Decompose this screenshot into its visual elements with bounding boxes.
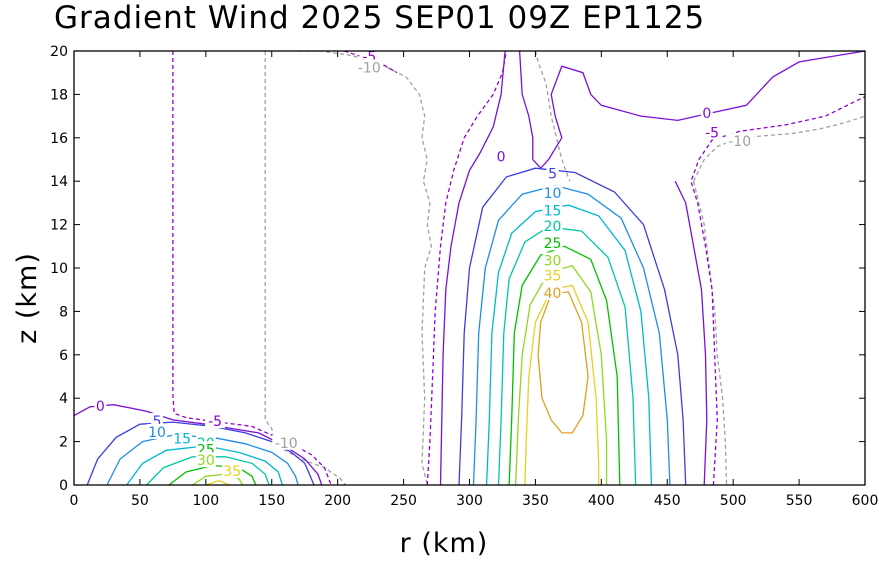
x-tick-label: 550 [786,493,813,509]
y-tick-label: 10 [50,261,68,277]
y-tick-label: 16 [50,131,68,147]
contour-label: 0 [702,106,711,122]
contour-line-0 [674,180,708,486]
contour-line-minus-5 [172,51,332,486]
contour-label: 0 [497,149,506,165]
contour-label: 40 [544,286,562,302]
contour-label-bg [542,252,563,268]
contour-label: 10 [544,186,562,202]
contour-label-bg [546,165,559,181]
x-axis: 0 50 100 150 200 250 300 350 400 450 500 550 600 [70,51,879,509]
chart-title: Gradient Wind 2025 SEP01 09Z EP1125 [54,0,705,36]
contour-label: 10 [148,425,166,441]
contour-label: -10 [275,436,298,452]
contour-label: -10 [358,60,381,76]
contour-line-minus-5 [426,50,508,486]
contour-line-20 [497,226,637,486]
x-tick-label: 400 [588,493,615,509]
contour-label-bg [172,430,193,446]
y-tick-label: 20 [50,44,68,60]
contour-label-bg [542,235,563,251]
contour-label: 15 [173,431,191,447]
y-tick-label: 0 [59,478,68,494]
contour-label: -5 [705,125,719,141]
contour-label-bg [702,124,723,140]
x-tick-label: 0 [70,493,79,509]
contour-label-bg [495,148,508,164]
contour-label: 5 [153,414,162,430]
contour-label-bg [94,397,107,413]
contour-label-bg [272,434,301,450]
contour-line-minus-10 [264,51,347,486]
x-axis-label: r (km) [400,528,489,559]
contour-line-minus-5 [690,96,866,486]
contour-line-10 [106,434,299,486]
contour-line-minus-10 [298,50,432,486]
contour-label: 25 [544,236,562,252]
y-tick-label: 6 [59,348,68,364]
x-tick-label: 50 [131,493,149,509]
x-tick-label: 450 [654,493,681,509]
contour-line-15 [126,445,283,486]
contour-line-minus-10 [692,181,728,486]
contour-label: 0 [96,399,105,415]
y-tick-label: 14 [50,174,68,190]
contour-label: 30 [197,453,215,469]
contour-label: 5 [548,167,557,183]
x-tick-label: 100 [192,493,219,509]
x-tick-label: 300 [456,493,483,509]
contour-label-bg [542,217,563,233]
contour-line-0 [439,50,506,486]
y-tick-label: 12 [50,218,68,234]
y-tick-label: 4 [59,391,68,407]
contour-label-bg [222,462,243,478]
contour-label-bg [355,59,384,75]
x-tick-label: 150 [258,493,285,509]
y-axis-label: z (km) [12,252,43,344]
contour-label-bg [725,133,754,149]
contour-label: 15 [544,204,562,220]
contour-label-bg [205,413,226,429]
contour-label: 35 [544,269,562,285]
contour-line-5 [86,421,315,486]
contour-label: -5 [208,414,222,430]
contour-label: -10 [728,134,751,150]
contour-label: 20 [544,219,562,235]
contour-label-bg [542,202,563,218]
contour-line-40 [537,291,589,434]
contour-label: 35 [223,464,241,480]
contour-label-bg [542,185,563,201]
x-tick-label: 250 [390,493,417,509]
x-tick-label: 200 [324,493,351,509]
x-tick-label: 500 [720,493,747,509]
contour-label-bg [147,423,168,439]
y-axis: 0 2 4 6 8 10 12 14 16 18 20 [50,44,865,494]
contour-label-bg [542,267,563,283]
contour-line-25 [508,245,621,486]
contour-line-minus-10 [693,115,866,182]
contour-label: 30 [544,253,562,269]
contour-line-0 [518,50,866,170]
contour-label-bg [542,285,563,301]
contour-labels: -5-100-5-1005101520253035400-55101520-10… [94,48,754,480]
contour-line-minus-10 [534,50,571,182]
contour-label-bg [195,452,216,468]
y-tick-label: 2 [59,435,68,451]
y-tick-label: 18 [50,87,68,103]
contour-line-20 [146,456,270,486]
x-tick-label: 350 [522,493,549,509]
contour-label-bg [700,104,713,120]
contour-line-35 [205,480,230,486]
x-tick-label: 600 [852,493,879,509]
y-tick-label: 8 [59,304,68,320]
contour-line-35 [524,284,600,486]
contour-lines [73,50,866,486]
